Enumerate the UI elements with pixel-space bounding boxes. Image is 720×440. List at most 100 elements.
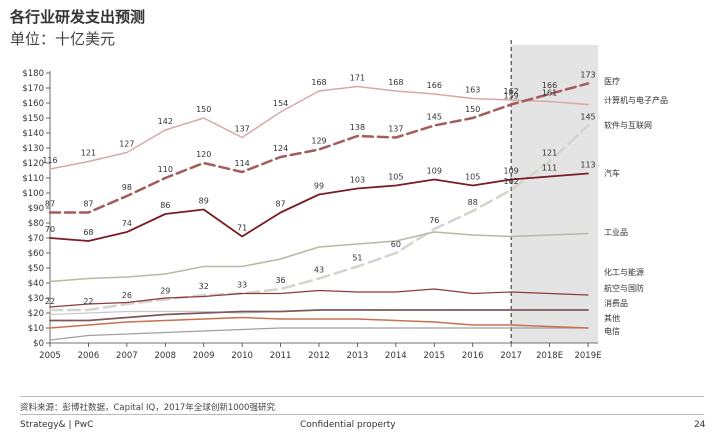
data-label-software: 26 <box>122 291 132 300</box>
data-label-medical: 163 <box>465 86 480 95</box>
data-label-auto: 68 <box>83 228 93 237</box>
data-label-computing: 159 <box>504 92 519 101</box>
legend-label-medical: 医疗 <box>604 76 620 86</box>
data-label-auto: 87 <box>275 200 285 209</box>
x-tick-label: 2007 <box>116 351 138 361</box>
data-label-medical: 116 <box>42 156 57 165</box>
data-label-auto: 70 <box>45 225 55 234</box>
data-label-software: 145 <box>580 113 595 122</box>
x-tick-label: 2019E <box>574 351 601 361</box>
footer-divider <box>20 414 704 415</box>
data-label-computing: 98 <box>122 183 132 192</box>
source-note: 资料来源：彭博社数据，Capital IQ，2017年全球创新1000强研究 <box>20 403 275 413</box>
rd-spending-chart: $0 $10 $20 $30 $40 $50 $60 $70 $80 $90 $100 $110 $12… <box>22 40 668 361</box>
legend-label-consumer: 消费品 <box>604 298 628 308</box>
data-label-medical: 168 <box>311 78 326 87</box>
data-label-computing: 110 <box>158 165 173 174</box>
data-label-auto: 86 <box>160 201 170 210</box>
data-label-computing: 124 <box>273 144 288 153</box>
data-label-medical: 142 <box>158 117 173 126</box>
series-line-consumer <box>49 309 589 322</box>
data-label-software: 43 <box>314 266 324 275</box>
y-tick-label: $170 <box>22 84 44 94</box>
page-number: 24 <box>694 420 706 430</box>
x-tick-label: 2015 <box>423 351 445 361</box>
footer-confidential: Confidential property <box>300 420 396 430</box>
x-tick-label: 2010 <box>231 351 253 361</box>
y-tick-label: $50 <box>28 264 44 274</box>
data-label-computing: 129 <box>311 137 326 146</box>
page-subtitle: 单位：十亿美元 <box>10 30 116 48</box>
x-tick-label: 2012 <box>308 351 330 361</box>
y-tick-label: $110 <box>22 174 44 184</box>
series-line-telecom <box>49 316 589 329</box>
data-label-auto: 89 <box>199 197 209 206</box>
x-tick-label: 2017 <box>500 351 522 361</box>
data-label-medical: 171 <box>350 74 365 83</box>
data-label-software: 88 <box>468 198 478 207</box>
data-label-medical: 161 <box>542 89 557 98</box>
x-tick-label: 2018E <box>536 351 563 361</box>
x-tick-label: 2011 <box>270 351 292 361</box>
data-label-computing: 150 <box>465 105 480 114</box>
legend-label-aerospace: 航空与国防 <box>604 283 644 293</box>
y-tick-label: $140 <box>22 129 44 139</box>
x-tick-label: 2008 <box>154 351 176 361</box>
data-label-computing: 114 <box>235 159 250 168</box>
series-line-software <box>48 124 590 312</box>
footer-brand: Strategy& | PwC <box>20 420 94 430</box>
data-label-software: 29 <box>160 287 170 296</box>
data-label-software: 22 <box>45 297 55 306</box>
x-tick-label: 2009 <box>193 351 215 361</box>
data-label-software: 32 <box>199 282 209 291</box>
legend-label-other: 其他 <box>604 313 620 323</box>
y-tick-label: $70 <box>28 234 44 244</box>
y-tick-label: $130 <box>22 144 44 154</box>
data-label-software: 121 <box>542 149 557 158</box>
y-tick-label: $100 <box>22 189 44 199</box>
y-tick-label: $180 <box>22 69 44 79</box>
legend-label-software: 软件与互联网 <box>604 120 652 130</box>
data-label-auto: 71 <box>237 224 247 233</box>
data-label-auto: 111 <box>542 164 557 173</box>
legend-label-chemical: 化工与能源 <box>604 267 644 277</box>
legend-label-industrial: 工业品 <box>604 227 628 237</box>
data-label-medical: 137 <box>235 125 250 134</box>
data-label-computing: 120 <box>196 150 211 159</box>
data-label-computing: 166 <box>542 81 557 90</box>
page-title: 各行业研发支出预测 <box>10 8 146 26</box>
source-divider <box>20 396 704 397</box>
data-label-medical: 162 <box>504 87 519 96</box>
data-label-auto: 99 <box>314 182 324 191</box>
data-label-computing: 87 <box>83 200 93 209</box>
data-label-software: 76 <box>429 216 439 225</box>
data-label-auto: 103 <box>350 176 365 185</box>
y-tick-label: $40 <box>28 279 44 289</box>
series-line-medical <box>49 85 589 170</box>
data-label-auto: 109 <box>427 167 442 176</box>
y-tick-label: $120 <box>22 159 44 169</box>
legend-label-auto: 汽车 <box>604 168 620 178</box>
series-line-other <box>49 327 589 341</box>
x-tick-label: 2016 <box>462 351 484 361</box>
x-tick-label: 2005 <box>39 351 61 361</box>
series-line-computing <box>48 82 590 214</box>
data-label-computing: 87 <box>45 200 55 209</box>
series-line-chemical <box>49 288 589 308</box>
legend-label-telecom: 电信 <box>604 326 620 336</box>
data-label-software: 33 <box>237 281 247 290</box>
y-tick-label: $160 <box>22 99 44 109</box>
data-label-medical: 168 <box>388 78 403 87</box>
data-label-auto: 105 <box>465 173 480 182</box>
y-tick-label: $150 <box>22 114 44 124</box>
x-tick-label: 2006 <box>78 351 100 361</box>
data-label-medical: 150 <box>196 105 211 114</box>
data-label-software: 102 <box>504 177 519 186</box>
data-label-computing: 173 <box>580 71 595 80</box>
x-tick-label: 2014 <box>385 351 407 361</box>
data-label-computing: 145 <box>427 113 442 122</box>
data-label-auto: 105 <box>388 173 403 182</box>
y-tick-label: $60 <box>28 249 44 259</box>
data-label-auto: 109 <box>504 167 519 176</box>
data-label-software: 51 <box>352 254 362 263</box>
